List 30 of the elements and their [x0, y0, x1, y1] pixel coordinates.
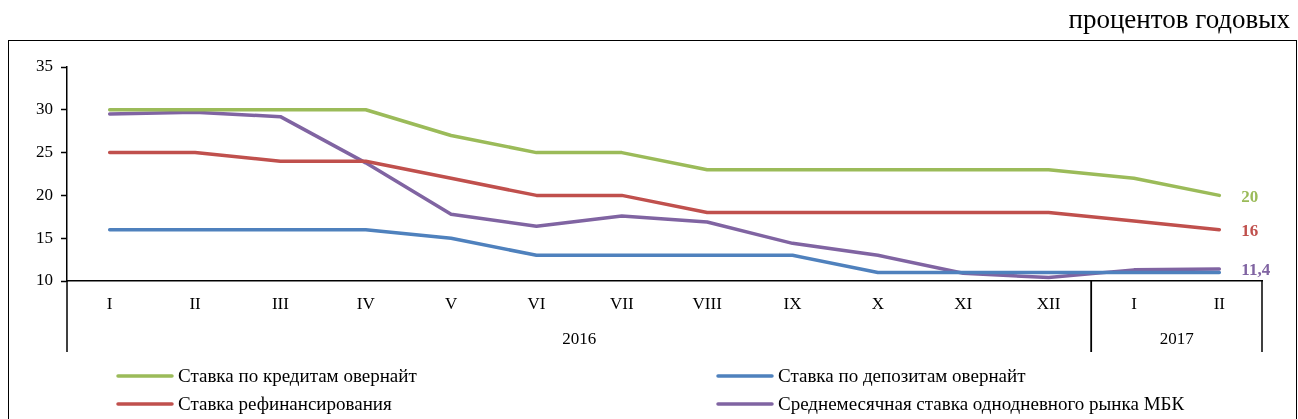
y-tick-label: 35 [36, 56, 53, 76]
x-tick-label: I [106, 293, 113, 313]
y-tick-label: 15 [36, 227, 53, 247]
text: 2017 [1159, 329, 1195, 349]
y-tick-label: 10 [36, 270, 53, 290]
x-tick-label: X [871, 293, 885, 313]
legend-label: Ставка по депозитам овернайт [778, 364, 1027, 386]
x-tick-label: IV [356, 293, 376, 313]
x-tick-label: II [189, 293, 202, 313]
text: 2016 [562, 329, 597, 349]
legend-label: Среднемесячная ставка однодневного рынка МБК [778, 392, 1185, 414]
x-tick-label: XII [1036, 293, 1061, 313]
data-label: 11,4 [1241, 260, 1271, 280]
y-axis-title: процентов годовых [1068, 4, 1290, 34]
y-tick-label: 30 [36, 99, 53, 119]
x-tick-label: V [444, 293, 458, 313]
x-tick-label: VIII [692, 293, 723, 313]
x-tick-label: IX [783, 293, 802, 313]
x-tick-label: VII [610, 293, 634, 313]
x-tick-label: I [1131, 293, 1138, 313]
x-tick-label: XI [954, 293, 973, 313]
y-tick-label: 20 [36, 184, 53, 204]
legend-label: Ставка по кредитам овернайт [178, 364, 418, 386]
data-label: 20 [1241, 186, 1259, 206]
x-tick-label: III [271, 293, 290, 313]
y-tick-label: 25 [36, 142, 53, 162]
x-tick-label: VI [527, 293, 546, 313]
x-tick-label: II [1213, 293, 1226, 313]
data-label: 16 [1241, 221, 1259, 241]
legend-label: Ставка рефинансирования [178, 392, 392, 414]
